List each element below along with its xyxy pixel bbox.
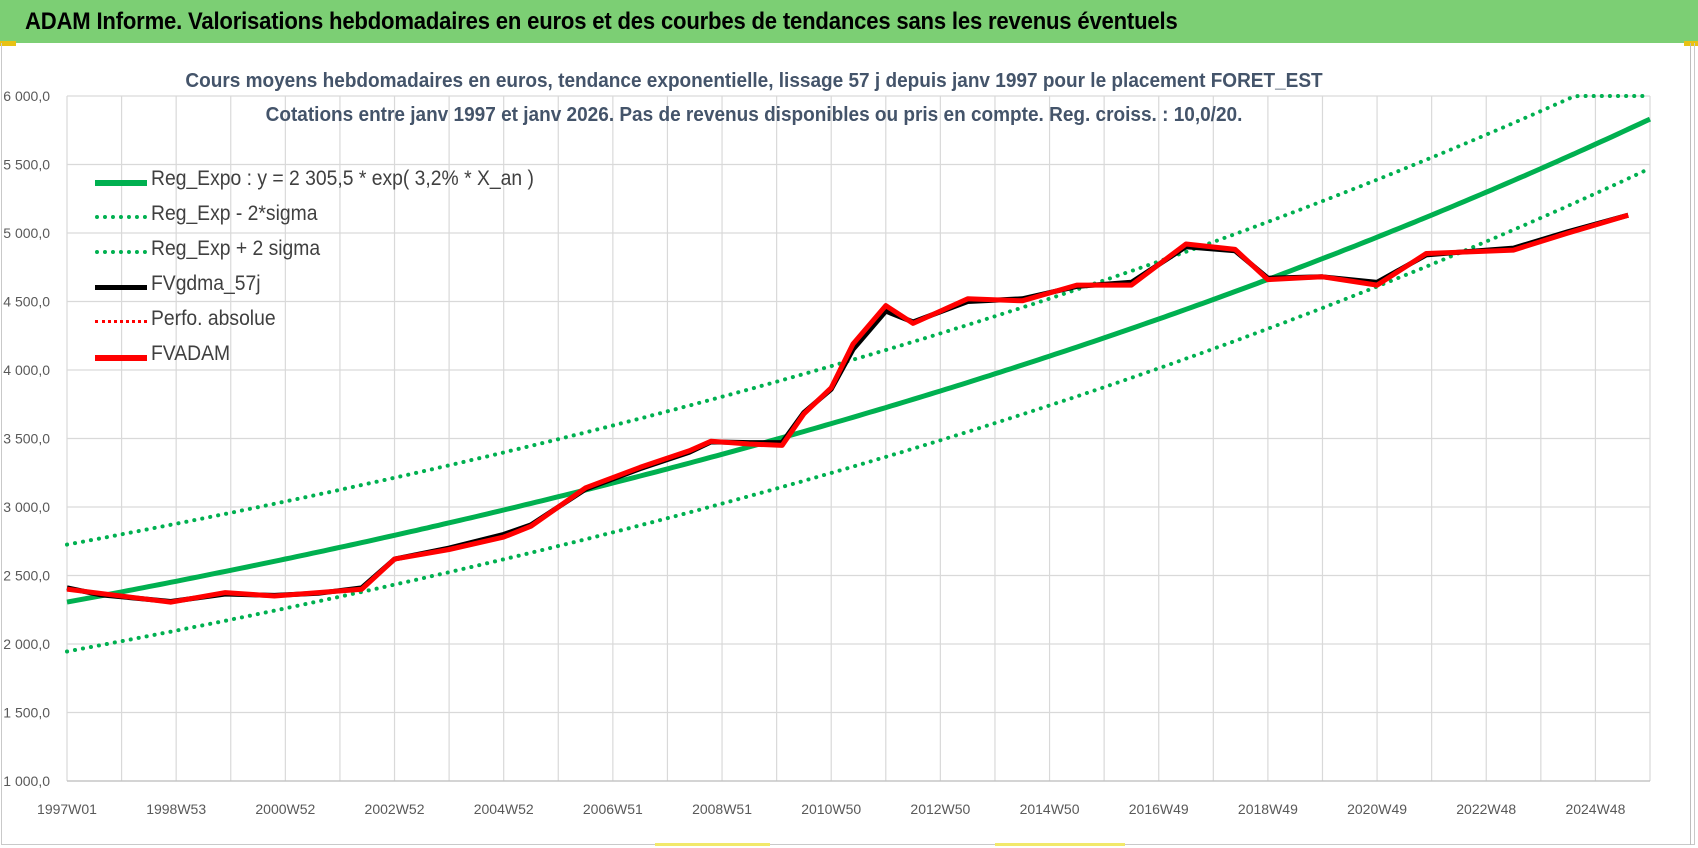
legend-label: Perfo. absolue — [151, 307, 276, 330]
x-tick-label: 1998W53 — [146, 801, 206, 817]
legend-swatch-reg-exp-minus — [95, 215, 147, 219]
x-axis-ticks: 1997W01 1998W53 2000W52 2002W52 2004W52 2006W… — [37, 801, 1626, 817]
x-tick-label: 2012W50 — [910, 801, 970, 817]
x-tick-label: 2008W51 — [692, 801, 752, 817]
legend-swatch-fvgdma — [95, 285, 147, 290]
banner-title: ADAM Informe. Valorisations hebdomadaire… — [25, 8, 1178, 35]
corner-mark-left — [0, 41, 16, 46]
y-tick-label: 1 000,0 — [3, 773, 50, 789]
x-tick-label: 2020W49 — [1347, 801, 1407, 817]
legend-label: Reg_Exp + 2 sigma — [151, 237, 321, 260]
chart-grid — [66, 95, 1651, 782]
x-tick-label: 2022W48 — [1456, 801, 1516, 817]
y-axis-ticks: 1 000,0 1 500,0 2 000,0 2 500,0 3 000,0 3 500… — [3, 88, 50, 789]
y-tick-label: 3 000,0 — [3, 499, 50, 515]
x-tick-label: 2024W48 — [1565, 801, 1625, 817]
y-tick-label: 6 000,0 — [3, 88, 50, 104]
legend-label: FVADAM — [151, 342, 231, 365]
x-tick-label: 1997W01 — [37, 801, 97, 817]
chart-title-line-2: Cotations entre janv 1997 et janv 2026. … — [265, 104, 1243, 126]
x-tick-label: 2000W52 — [255, 801, 315, 817]
x-tick-label: 2002W52 — [365, 801, 425, 817]
legend-label: FVgdma_57j — [151, 272, 261, 295]
series-reg-expo — [66, 116, 1652, 605]
chart-series — [65, 94, 1652, 654]
y-tick-label: 2 500,0 — [3, 568, 50, 584]
y-tick-label: 4 000,0 — [3, 362, 50, 378]
y-tick-label: 3 500,0 — [3, 431, 50, 447]
x-tick-label: 2006W51 — [583, 801, 643, 817]
bottom-scroll-mark — [995, 843, 1125, 846]
y-tick-label: 5 500,0 — [3, 157, 50, 173]
y-tick-label: 2 000,0 — [3, 636, 50, 652]
x-tick-label: 2004W52 — [474, 801, 534, 817]
chart-title-line-1: Cours moyens hebdomadaires en euros, ten… — [185, 70, 1323, 92]
y-tick-label: 5 000,0 — [3, 225, 50, 241]
x-tick-label: 2016W49 — [1129, 801, 1189, 817]
x-tick-label: 2018W49 — [1238, 801, 1298, 817]
chart-frame-right-edge — [1690, 43, 1696, 845]
series-reg-exp-plus-2sigma — [65, 94, 1652, 547]
series-reg-exp-minus-2sigma — [65, 166, 1652, 654]
series-fvadam — [66, 212, 1629, 605]
legend-label: Reg_Expo : y = 2 305,5 * exp( 3,2% * X_a… — [151, 167, 534, 190]
chart-frame — [1, 43, 1695, 845]
title-banner: ADAM Informe. Valorisations hebdomadaire… — [0, 0, 1698, 43]
x-tick-label: 2014W50 — [1020, 801, 1080, 817]
legend-swatch-reg-exp-plus — [95, 250, 147, 254]
corner-mark-right — [1684, 41, 1698, 46]
legend-swatch-fvadam — [95, 355, 147, 361]
y-tick-label: 4 500,0 — [3, 294, 50, 310]
bottom-scroll-mark — [655, 843, 770, 846]
y-tick-label: 1 500,0 — [3, 705, 50, 721]
legend-swatch-perfo-absolue — [95, 320, 147, 323]
legend-swatch-reg-expo — [95, 180, 147, 186]
x-tick-label: 2010W50 — [801, 801, 861, 817]
legend-label: Reg_Exp - 2*sigma — [151, 202, 318, 225]
